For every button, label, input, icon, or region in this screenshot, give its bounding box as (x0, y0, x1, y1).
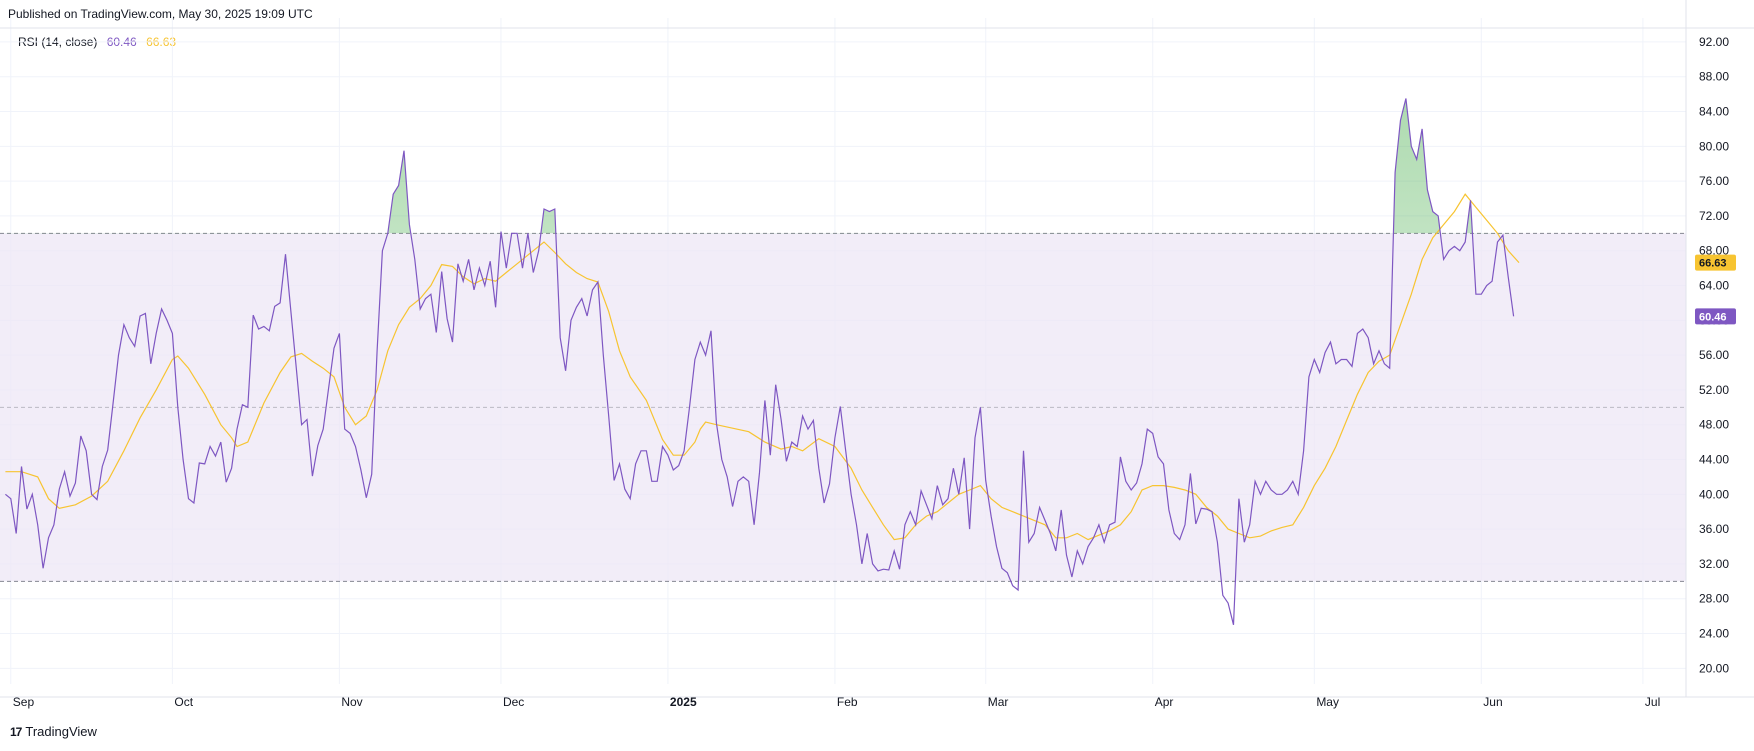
y-tick-label: 52.00 (1699, 383, 1729, 397)
y-tick-label: 92.00 (1699, 35, 1729, 49)
x-tick-label: May (1316, 695, 1339, 709)
ma-line[interactable] (5, 193, 1520, 541)
rsi-line[interactable] (5, 98, 1515, 625)
published-caption: Published on TradingView.com, May 30, 20… (8, 7, 313, 21)
y-tick-label: 64.00 (1699, 279, 1729, 293)
brand-name: TradingView (25, 724, 97, 739)
rsi-last-value-badge: 60.46 (1695, 308, 1736, 325)
y-tick-label: 28.00 (1699, 592, 1729, 606)
tradingview-logo-icon: 17 (10, 724, 22, 739)
x-tick-label: Mar (988, 695, 1009, 709)
x-tick-label: 2025 (670, 695, 697, 709)
y-tick-label: 36.00 (1699, 522, 1729, 536)
y-tick-label: 32.00 (1699, 557, 1729, 571)
y-tick-label: 84.00 (1699, 105, 1729, 119)
y-tick-label: 88.00 (1699, 70, 1729, 84)
y-tick-label: 24.00 (1699, 627, 1729, 641)
svg-text:66.63: 66.63 (1699, 258, 1727, 270)
y-tick-label: 48.00 (1699, 418, 1729, 432)
y-tick-label: 44.00 (1699, 453, 1729, 467)
y-tick-label: 40.00 (1699, 487, 1729, 501)
x-tick-label: Sep (13, 695, 35, 709)
x-tick-label: Jun (1483, 695, 1502, 709)
svg-text:60.46: 60.46 (1699, 311, 1727, 323)
y-tick-label: 72.00 (1699, 209, 1729, 223)
y-tick-label: 68.00 (1699, 244, 1729, 258)
x-tick-label: Nov (341, 695, 362, 709)
x-tick-label: Jul (1645, 695, 1660, 709)
y-tick-label: 80.00 (1699, 139, 1729, 153)
y-tick-label: 20.00 (1699, 661, 1729, 675)
tradingview-brand[interactable]: 17 TradingView (10, 724, 97, 739)
y-tick-label: 56.00 (1699, 348, 1729, 362)
x-tick-label: Oct (174, 695, 193, 709)
x-tick-label: Dec (503, 695, 524, 709)
ma-last-value-badge: 66.63 (1695, 254, 1736, 271)
x-tick-label: Apr (1155, 695, 1174, 709)
x-tick-label: Feb (837, 695, 858, 709)
y-tick-label: 76.00 (1699, 174, 1729, 188)
